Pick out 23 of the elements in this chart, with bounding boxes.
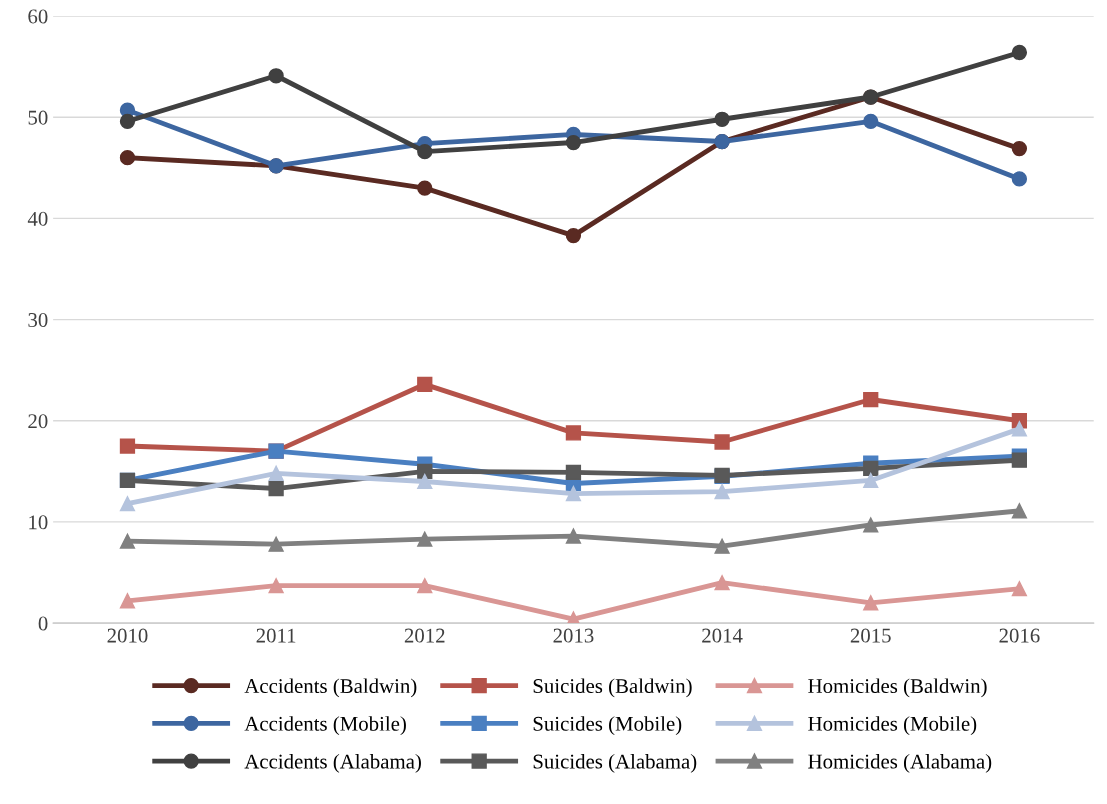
legend-label: Homicides (Alabama): [808, 753, 992, 773]
legend-label: Accidents (Alabama): [244, 753, 421, 773]
x-tick-label: 2016: [999, 628, 1040, 643]
legend-label: Accidents (Baldwin): [244, 678, 417, 698]
y-tick-label: 50: [28, 110, 48, 125]
x-tick-label: 2014: [702, 628, 743, 643]
x-tick-label: 2010: [107, 628, 148, 643]
legend-label: Suicides (Alabama): [533, 753, 697, 773]
x-tick-label: 2011: [256, 628, 296, 643]
legend-label: Homicides (Baldwin): [808, 678, 987, 698]
x-tick-label: 2015: [850, 628, 891, 643]
y-tick-label: 60: [28, 9, 48, 24]
y-tick-label: 10: [29, 515, 48, 530]
legend-label: Suicides (Mobile): [533, 716, 682, 736]
y-tick-label: 40: [27, 211, 48, 226]
legend-label: Accidents (Mobile): [244, 716, 406, 736]
y-tick-label: 30: [28, 312, 48, 328]
y-tick-label: 0: [38, 616, 48, 631]
y-tick-label: 20: [28, 414, 48, 429]
legend-label: Homicides (Mobile): [808, 716, 977, 736]
x-tick-label: 2013: [553, 628, 594, 643]
x-tick-label: 2012: [404, 628, 445, 643]
legend-label: Suicides (Baldwin): [533, 678, 692, 698]
